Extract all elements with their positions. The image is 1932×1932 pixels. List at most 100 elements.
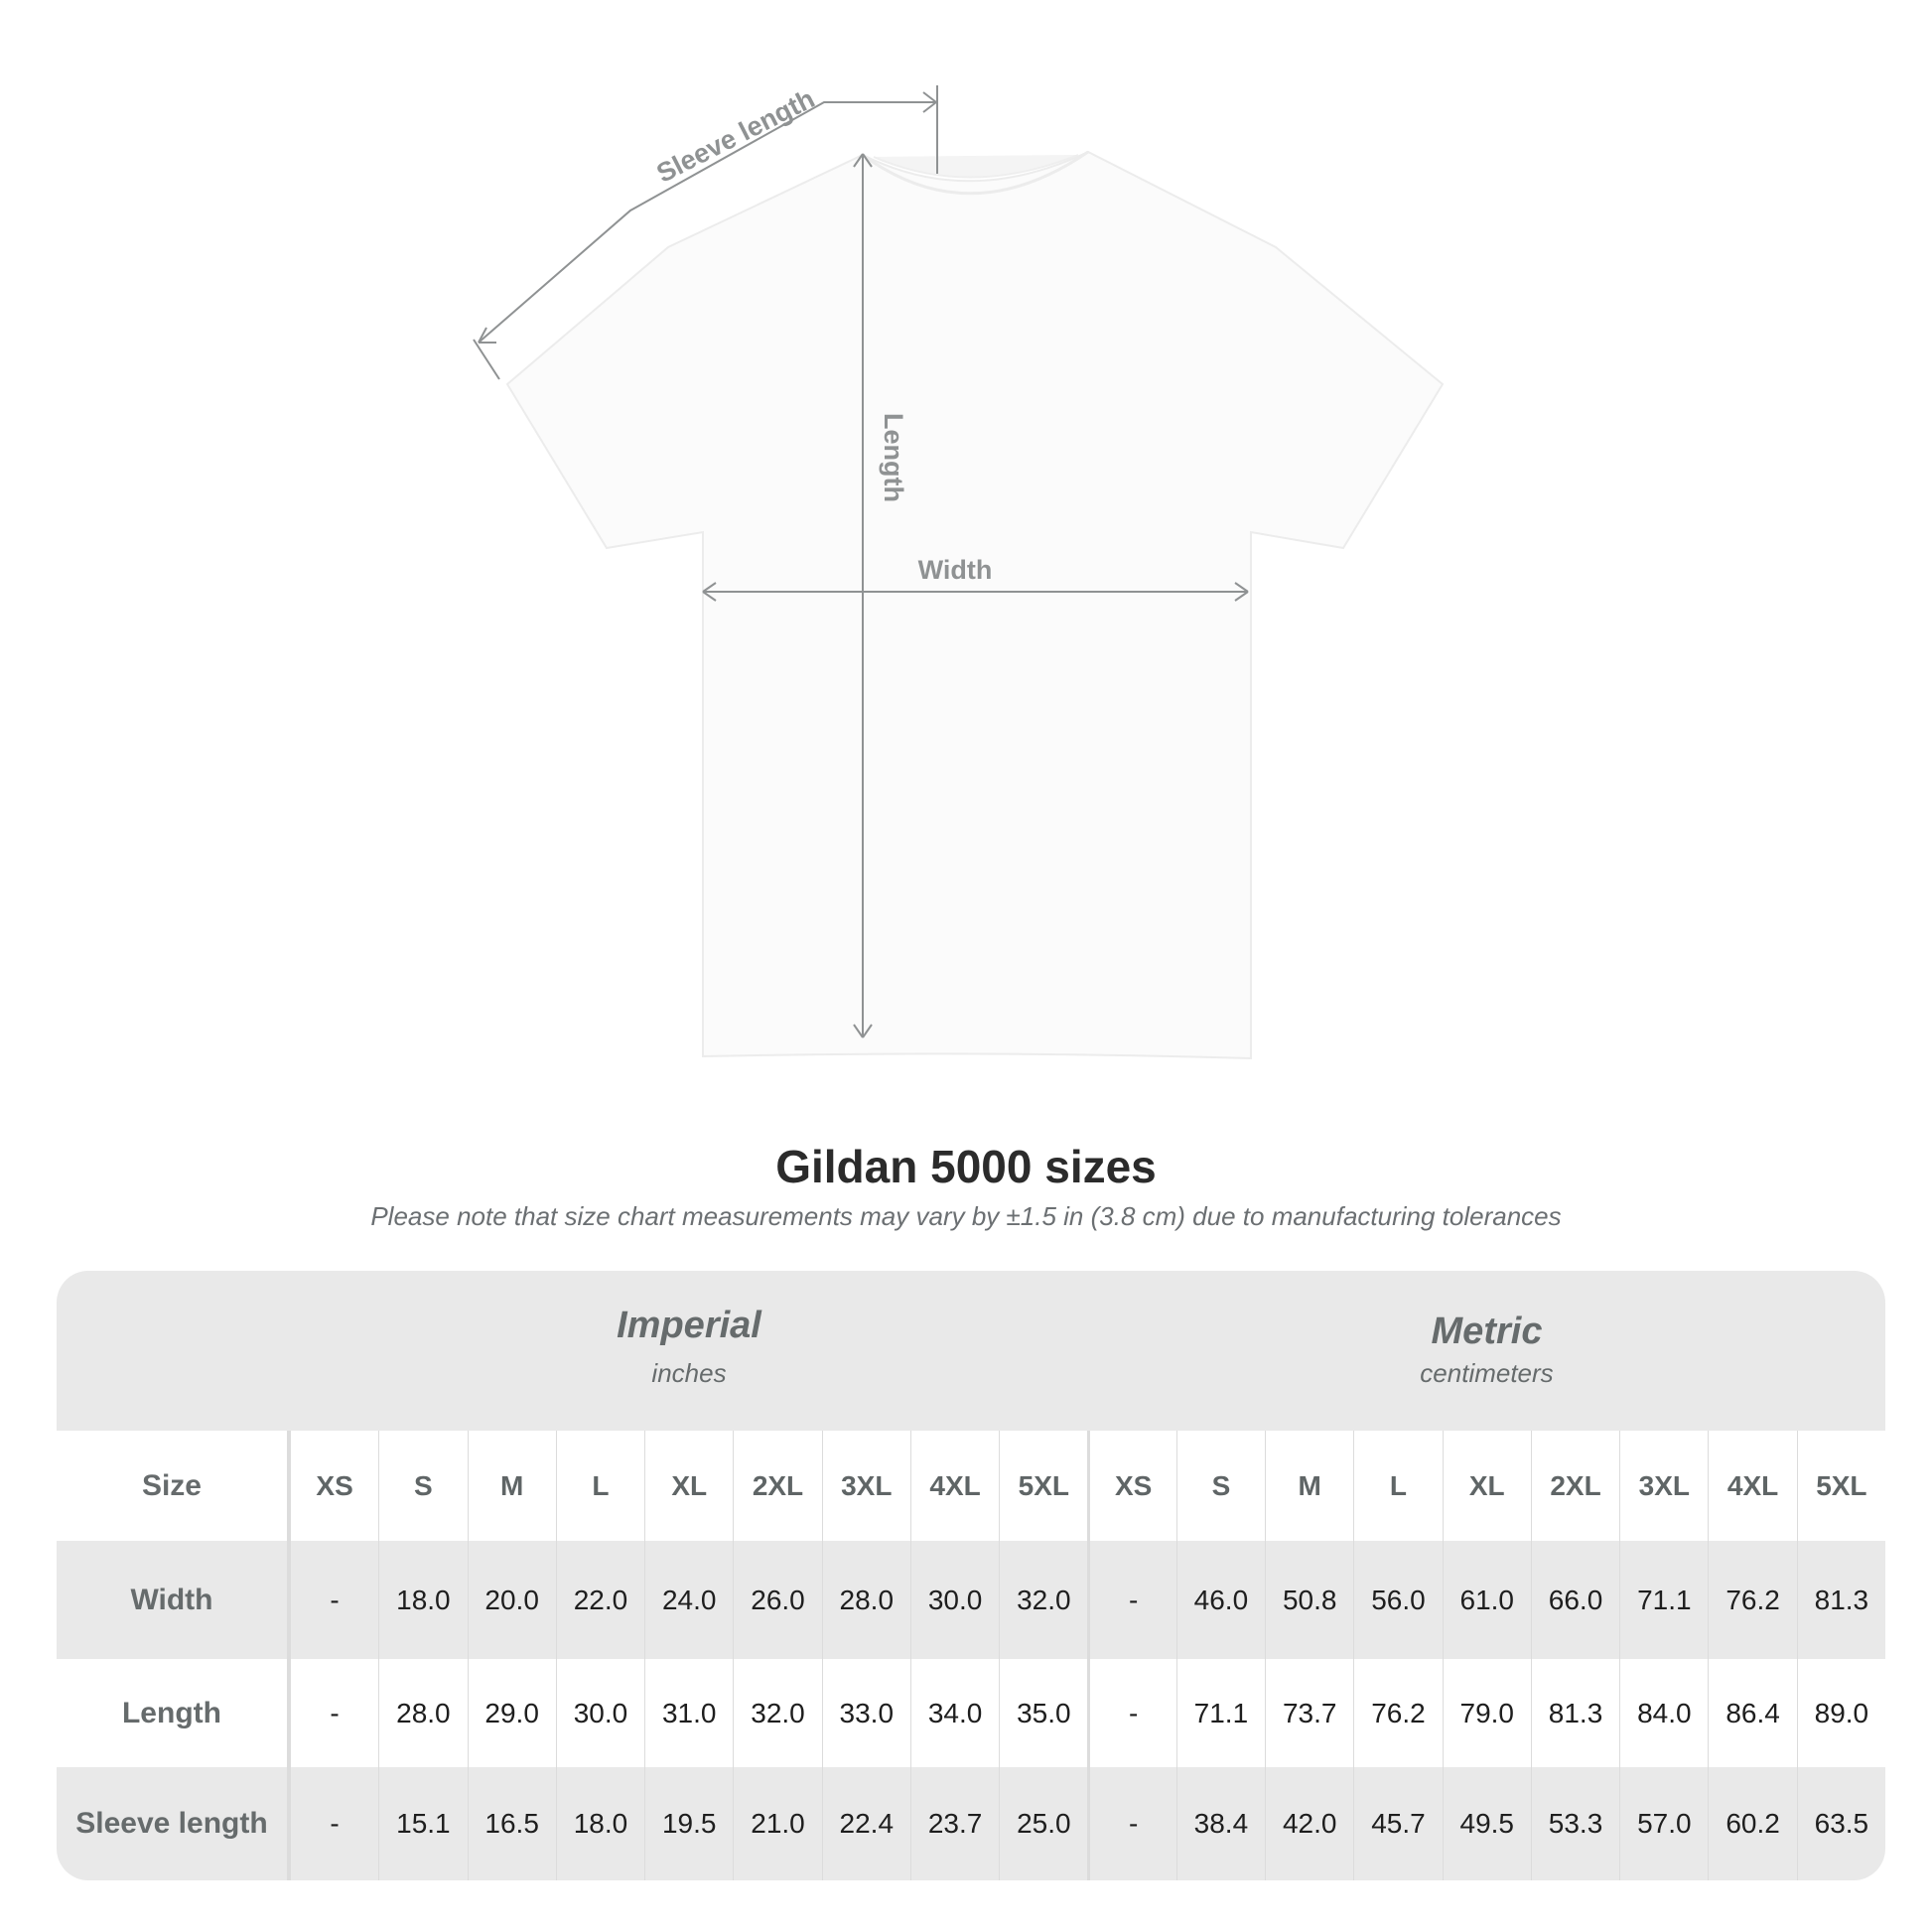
size-table: Imperial inches Metric centimeters Size X…: [57, 1271, 1885, 1880]
imperial-value: 33.0: [821, 1659, 910, 1767]
metric-value: 50.8: [1265, 1541, 1353, 1659]
metric-value: 84.0: [1619, 1659, 1708, 1767]
metric-value: 42.0: [1265, 1767, 1353, 1880]
metric-value: -: [1087, 1541, 1175, 1659]
imperial-value: 30.0: [909, 1541, 999, 1659]
tolerance-note: Please note that size chart measurements…: [370, 1201, 1562, 1231]
metric-size-xl: XL: [1442, 1431, 1531, 1541]
imperial-value: 32.0: [999, 1541, 1087, 1659]
imperial-value: 30.0: [555, 1659, 644, 1767]
metric-value: 73.7: [1265, 1659, 1353, 1767]
table-row-length: Length -28.0 29.0 30.0 31.0 32.0 33.0 34.0 35.0-…: [57, 1659, 1885, 1767]
row-label: Length: [57, 1659, 290, 1767]
metric-value: 60.2: [1708, 1767, 1796, 1880]
metric-value: 71.1: [1619, 1541, 1708, 1659]
metric-value: 89.0: [1796, 1659, 1885, 1767]
sleeve-arrow-left: [478, 327, 496, 344]
metric-value: 56.0: [1353, 1541, 1442, 1659]
metric-size-4xl: 4XL: [1708, 1431, 1796, 1541]
imperial-value: 32.0: [733, 1659, 821, 1767]
metric-value: 76.2: [1353, 1659, 1442, 1767]
collar: [862, 150, 1089, 196]
metric-value: 86.4: [1708, 1659, 1796, 1767]
metric-value: 81.3: [1796, 1541, 1885, 1659]
sleeve-length-line: [478, 101, 936, 344]
width-label: Width: [918, 555, 993, 585]
metric-value: 57.0: [1619, 1767, 1708, 1880]
metric-title: Metric: [1431, 1311, 1543, 1352]
metric-value: 61.0: [1442, 1541, 1531, 1659]
tshirt-diagram: Sleeve length Length Width: [473, 83, 1445, 1060]
metric-value: -: [1087, 1767, 1175, 1880]
imperial-value: 25.0: [999, 1767, 1087, 1880]
imperial-size-s: S: [378, 1431, 467, 1541]
sleeve-end-tick: [473, 339, 500, 380]
imperial-size-5xl: 5XL: [999, 1431, 1087, 1541]
metric-value: 38.4: [1175, 1767, 1265, 1880]
metric-value: 46.0: [1175, 1541, 1265, 1659]
length-line: [853, 153, 873, 1038]
width-line: [702, 582, 1249, 602]
metric-size-s: S: [1175, 1431, 1265, 1541]
length-label: Length: [879, 413, 908, 502]
collar-inner: [873, 154, 1079, 179]
metric-value: 71.1: [1175, 1659, 1265, 1767]
metric-value: 63.5: [1796, 1767, 1885, 1880]
imperial-value: 26.0: [733, 1541, 821, 1659]
imperial-value: 19.5: [644, 1767, 733, 1880]
metric-size-l: L: [1353, 1431, 1442, 1541]
imperial-value: 18.0: [378, 1541, 467, 1659]
unit-header-band: [57, 1271, 1885, 1431]
imperial-unit: inches: [651, 1358, 727, 1388]
imperial-value: 21.0: [733, 1767, 821, 1880]
metric-size-5xl: 5XL: [1796, 1431, 1885, 1541]
imperial-size-4xl: 4XL: [909, 1431, 999, 1541]
metric-value: 76.2: [1708, 1541, 1796, 1659]
sleeve-arrow-right: [922, 91, 937, 113]
imperial-value: 31.0: [644, 1659, 733, 1767]
imperial-value: 16.5: [467, 1767, 556, 1880]
size-header-label: Size: [57, 1431, 290, 1541]
imperial-value: 23.7: [909, 1767, 999, 1880]
row-label: Sleeve length: [57, 1767, 290, 1880]
metric-value: 66.0: [1530, 1541, 1619, 1659]
metric-value: 81.3: [1530, 1659, 1619, 1767]
imperial-value: -: [289, 1767, 378, 1880]
imperial-value: 34.0: [909, 1659, 999, 1767]
imperial-value: 15.1: [378, 1767, 467, 1880]
imperial-value: 22.0: [555, 1541, 644, 1659]
imperial-size-xs: XS: [289, 1431, 378, 1541]
imperial-value: 20.0: [467, 1541, 556, 1659]
imperial-size-3xl: 3XL: [821, 1431, 910, 1541]
metric-size-3xl: 3XL: [1619, 1431, 1708, 1541]
table-row-width: Width -18.0 20.0 22.0 24.0 26.0 28.0 30.0 32.0-4…: [57, 1541, 1885, 1659]
imperial-value: 29.0: [467, 1659, 556, 1767]
imperial-title: Imperial: [617, 1305, 761, 1346]
row-label: Width: [57, 1541, 290, 1659]
imperial-value: 18.0: [555, 1767, 644, 1880]
imperial-value: -: [289, 1541, 378, 1659]
metric-unit: centimeters: [1420, 1358, 1554, 1388]
tshirt-shape: [505, 150, 1445, 1060]
metric-size-m: M: [1265, 1431, 1353, 1541]
imperial-value: 28.0: [821, 1541, 910, 1659]
metric-size-xs: XS: [1087, 1431, 1175, 1541]
imperial-value: 35.0: [999, 1659, 1087, 1767]
metric-size-2xl: 2XL: [1530, 1431, 1619, 1541]
chart-title: Gildan 5000 sizes: [775, 1141, 1157, 1192]
imperial-size-l: L: [555, 1431, 644, 1541]
size-header-row: Size XS S M L XL 2XL 3XL 4XL 5XL XS S M L XL 2XL 3XL 4XL 5…: [57, 1431, 1885, 1541]
imperial-size-2xl: 2XL: [733, 1431, 821, 1541]
imperial-value: -: [289, 1659, 378, 1767]
imperial-value: 24.0: [644, 1541, 733, 1659]
metric-value: 79.0: [1442, 1659, 1531, 1767]
metric-value: 49.5: [1442, 1767, 1531, 1880]
imperial-size-m: M: [467, 1431, 556, 1541]
metric-value: 53.3: [1530, 1767, 1619, 1880]
table-row-sleeve-length: Sleeve length -15.1 16.5 18.0 19.5 21.0 22.4 23…: [57, 1767, 1885, 1880]
imperial-header: Imperial inches: [290, 1271, 1088, 1431]
sleeve-length-label: Sleeve length: [652, 83, 820, 189]
metric-header: Metric centimeters: [1088, 1271, 1885, 1431]
metric-value: 45.7: [1353, 1767, 1442, 1880]
imperial-value: 22.4: [821, 1767, 910, 1880]
